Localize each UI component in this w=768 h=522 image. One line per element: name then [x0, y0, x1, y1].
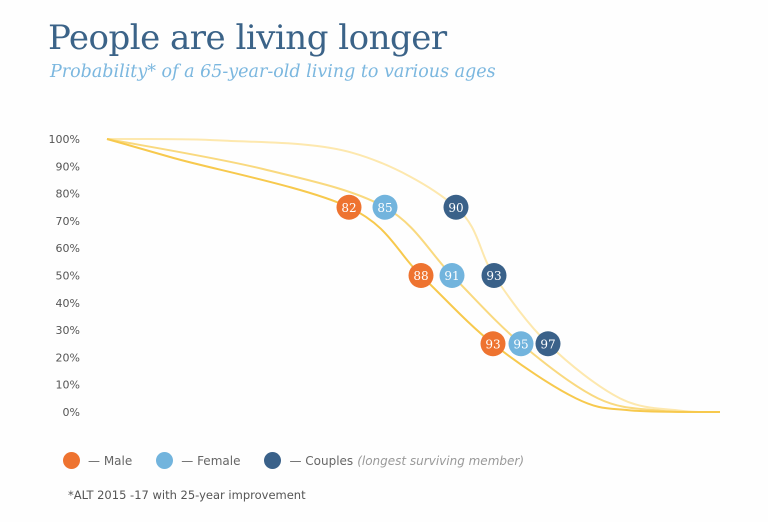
- y-tick-label: 90%: [56, 160, 80, 173]
- data-point-couples: [481, 263, 507, 288]
- data-point-male: [336, 194, 362, 220]
- data-label: 93: [486, 269, 501, 283]
- legend-label-couples: — Couples: [289, 453, 354, 468]
- series-line-couples: [106, 137, 721, 414]
- legend-label-female: — Female: [181, 453, 241, 468]
- data-label: 97: [540, 337, 555, 351]
- male-dot-icon: [63, 452, 80, 469]
- data-point-couples: [535, 331, 561, 357]
- female-dot-icon: [156, 452, 174, 469]
- legend: — Male — Female — Couples (longest survi…: [63, 452, 548, 469]
- data-label: 90: [448, 201, 463, 215]
- couples-dot-icon: [264, 452, 282, 469]
- footnote: *ALT 2015 -17 with 25-year improvement: [68, 488, 306, 502]
- y-tick-label: 10%: [56, 379, 80, 392]
- data-label: 93: [485, 337, 500, 351]
- data-point-male: [480, 331, 506, 357]
- legend-item-female: — Female: [156, 452, 240, 469]
- legend-item-male: — Male: [63, 452, 132, 469]
- legend-label-male: — Male: [88, 453, 133, 468]
- y-tick-label: 20%: [56, 351, 80, 364]
- y-tick-label: 100%: [49, 133, 80, 146]
- legend-note-couples: (longest surviving member): [357, 453, 524, 468]
- chart-title: People are living longer: [48, 18, 447, 58]
- y-tick-label: 70%: [56, 215, 80, 228]
- data-label: 91: [444, 269, 459, 283]
- data-label: 85: [377, 201, 392, 215]
- data-point-couples: [443, 194, 469, 220]
- legend-item-couples: — Couples (longest surviving member): [264, 452, 524, 469]
- y-tick-label: 30%: [56, 324, 80, 337]
- series-line-male: [106, 138, 721, 413]
- chart-subtitle: Probability* of a 65-year-old living to …: [50, 62, 496, 82]
- data-point-male: [408, 263, 434, 288]
- y-tick-label: 80%: [56, 188, 80, 201]
- data-label: 95: [513, 337, 528, 351]
- data-point-female: [372, 194, 398, 220]
- data-label: 82: [341, 201, 356, 215]
- y-tick-label: 0%: [63, 406, 80, 419]
- data-label: 88: [413, 269, 428, 283]
- data-point-female: [439, 263, 465, 288]
- y-tick-label: 40%: [56, 297, 80, 310]
- data-point-female: [508, 331, 534, 357]
- y-tick-label: 60%: [56, 242, 80, 255]
- y-tick-label: 50%: [56, 270, 80, 283]
